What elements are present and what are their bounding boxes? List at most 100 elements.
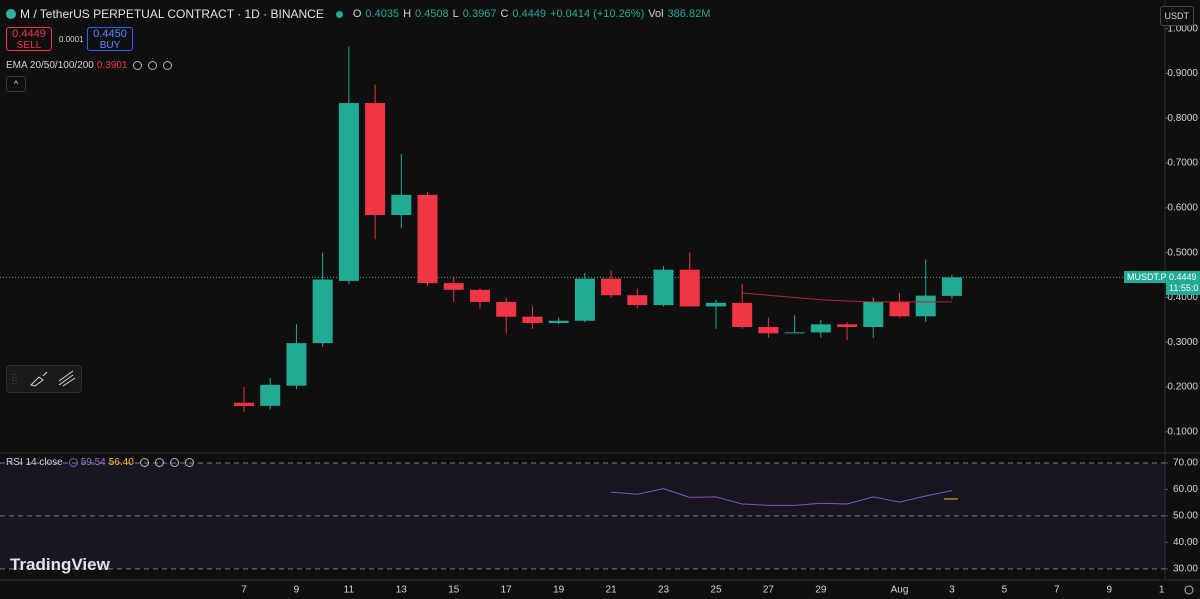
sell-button[interactable]: 0.4449 SELL: [6, 27, 52, 51]
ema-value: 0.3901: [96, 60, 128, 71]
x-tick-label: 25: [710, 585, 722, 596]
grip: [12, 374, 17, 384]
sell-label: SELL: [16, 40, 42, 51]
x-tick-label: Aug: [891, 585, 909, 596]
x-tick-label: 17: [501, 585, 513, 596]
candle-body: [391, 194, 412, 216]
volume: 386.82M: [667, 8, 711, 20]
icon[interactable]: [163, 61, 173, 70]
symbol-icon: [6, 9, 16, 19]
y-tick-label: 60.00: [1173, 484, 1198, 495]
icon[interactable]: [169, 458, 179, 467]
x-tick-label: 11: [344, 585, 355, 596]
volume-label: Vol: [648, 8, 664, 20]
y-tick-label: 0.4000: [1167, 292, 1198, 303]
icon[interactable]: [154, 458, 164, 467]
candle-body: [443, 283, 464, 290]
last-price-label: 0.4449 11:55:0: [1166, 271, 1200, 295]
x-tick-label: 5: [1002, 585, 1008, 596]
x-tick-label: 21: [606, 585, 618, 596]
buy-price: 0.4450: [93, 28, 127, 40]
candle-body: [758, 327, 779, 334]
candle-body: [417, 194, 438, 284]
x-tick-label: 19: [553, 585, 565, 596]
low-value: 0.3967: [462, 8, 497, 20]
currency-button[interactable]: USDT: [1159, 6, 1194, 26]
candle-body: [705, 302, 726, 307]
x-tick-label: 3: [949, 585, 955, 596]
settings-icon: [1184, 585, 1194, 595]
x-tick-label: 23: [658, 585, 670, 596]
icon[interactable]: [139, 458, 149, 467]
candle-body: [338, 103, 359, 281]
x-tick-label: 29: [815, 585, 827, 596]
y-tick-label: 0.2000: [1167, 382, 1198, 393]
open-value: 0.4035: [365, 8, 400, 20]
chart-title: M / TetherUS PERPETUAL CONTRACT · 1D · B…: [20, 7, 324, 21]
x-tick-label: 15: [448, 585, 460, 596]
candle-body: [679, 269, 700, 307]
candle-body: [548, 320, 569, 323]
rsi-legend: RSI 14 close 59.54 56.40: [6, 457, 194, 468]
y-tick-label: 0.8000: [1167, 113, 1198, 124]
y-tick-label: 40.00: [1173, 537, 1198, 548]
x-tick-label: 27: [763, 585, 775, 596]
drawing-toolbar[interactable]: [6, 365, 82, 393]
candle-body: [286, 343, 307, 386]
candle-body: [915, 295, 936, 317]
toolbar-icons: [12, 370, 76, 387]
high-value: 0.4508: [415, 8, 449, 20]
y-tick-label: 30.00: [1173, 564, 1198, 575]
rsi-title: RSI 14 close: [6, 457, 63, 468]
y-tick-label: 1.0000: [1167, 23, 1198, 34]
candle-body: [260, 384, 281, 406]
candle-body: [522, 316, 543, 323]
candle-body: [312, 279, 333, 344]
candle-body: [889, 301, 910, 317]
candle-body: [601, 278, 622, 296]
symbol-tag: MUSDT.P: [1124, 271, 1170, 283]
x-tick-label: 1: [1159, 585, 1165, 596]
countdown: 11:55:0: [1169, 283, 1199, 293]
icon[interactable]: [148, 61, 158, 70]
ema-legend: EMA 20/50/100/200 0.3901: [6, 60, 173, 71]
candle-body: [469, 289, 490, 302]
y-tick-label: 0.5000: [1167, 247, 1198, 258]
l-letter: L: [452, 8, 459, 20]
x-tick-label: 13: [396, 585, 408, 596]
x-tick-label: 9: [294, 585, 300, 596]
x-tick-label: 7: [241, 585, 247, 596]
lines-icon[interactable]: [58, 370, 76, 387]
candle-body: [653, 269, 674, 306]
candle-body: [784, 332, 805, 334]
x-tick-label: 7: [1054, 585, 1060, 596]
close-value: 0.4449: [512, 8, 547, 20]
icon[interactable]: [184, 458, 194, 467]
candle-body: [365, 103, 386, 216]
icon[interactable]: [133, 61, 143, 70]
y-tick-label: 0.7000: [1167, 158, 1198, 169]
buy-label: BUY: [99, 40, 121, 51]
candle-body: [627, 295, 648, 306]
y-tick-label: 50.00: [1173, 511, 1198, 522]
icon[interactable]: [68, 458, 78, 467]
ema-name: EMA 20/50/100/200: [6, 60, 94, 71]
buy-button[interactable]: 0.4450 BUY: [87, 27, 133, 51]
logo: TradingView: [10, 555, 110, 574]
candle-body: [732, 302, 753, 328]
h-letter: H: [403, 8, 412, 20]
y-tick-label: 0.6000: [1167, 202, 1198, 213]
rsi-ma-value: 56.40: [108, 457, 134, 468]
collapse-button[interactable]: ^: [6, 76, 26, 92]
candle-body: [810, 324, 831, 333]
price-axis-bg: [1165, 0, 1200, 599]
candle-body: [496, 301, 517, 317]
change: +0.0414 (+10.26%): [550, 8, 645, 20]
y-tick-label: 0.1000: [1167, 426, 1198, 437]
y-tick-label: 0.9000: [1167, 68, 1198, 79]
candle-body: [837, 324, 858, 328]
rsi-band: [0, 462, 1165, 569]
x-tick-label: 9: [1106, 585, 1112, 596]
brush-icon[interactable]: [30, 371, 48, 387]
